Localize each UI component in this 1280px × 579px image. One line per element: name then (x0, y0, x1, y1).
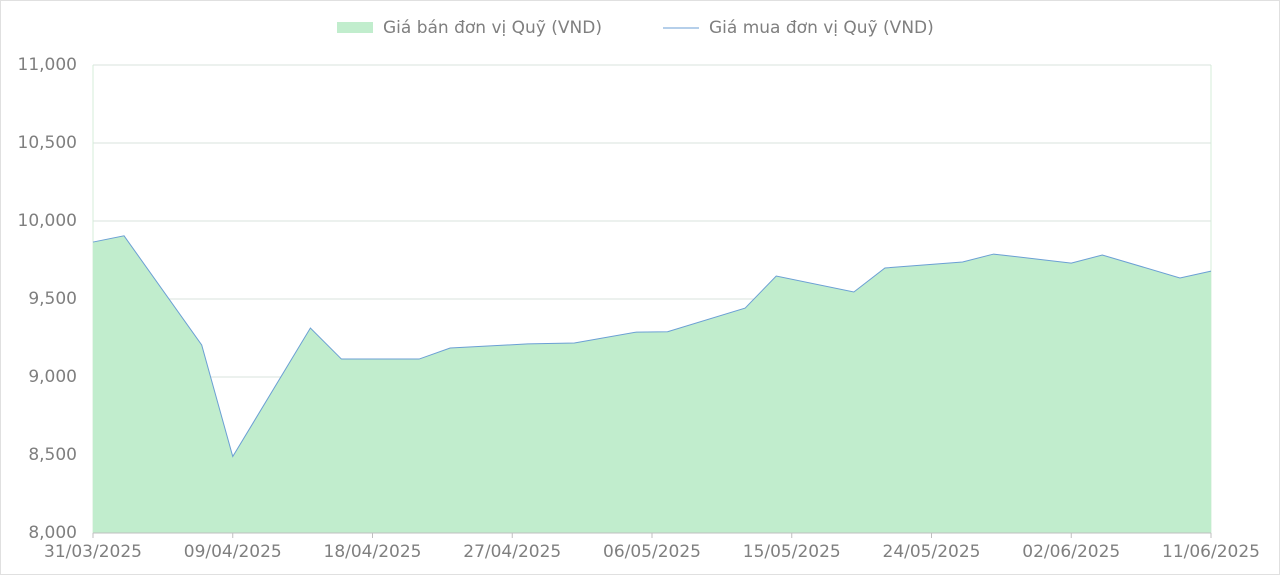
y-tick-label: 8,500 (28, 445, 77, 465)
x-tick-label: 09/04/2025 (184, 542, 282, 562)
x-tick-label: 06/05/2025 (603, 542, 701, 562)
area (93, 235, 1211, 533)
x-tick-label: 24/05/2025 (883, 542, 981, 562)
y-tick-label: 10,500 (18, 133, 77, 153)
y-tick-label: 11,000 (18, 55, 77, 75)
x-tick-label: 11/06/2025 (1162, 542, 1260, 562)
x-tick-label: 27/04/2025 (463, 542, 561, 562)
legend-label: Giá mua đơn vị Quỹ (VND) (709, 18, 934, 38)
x-tick-label: 15/05/2025 (743, 542, 841, 562)
x-tick-label: 18/04/2025 (324, 542, 422, 562)
legend-label: Giá bán đơn vị Quỹ (VND) (383, 18, 602, 38)
y-tick-label: 9,500 (28, 289, 77, 309)
y-tick-label: 9,000 (28, 367, 77, 387)
line (92, 235, 1212, 458)
x-tick-label: 31/03/2025 (44, 542, 142, 562)
y-tick-label: 8,000 (28, 523, 77, 543)
y-tick-label: 10,000 (18, 211, 77, 231)
x-tick-label: 02/06/2025 (1022, 542, 1120, 562)
legend-swatch (337, 22, 373, 33)
